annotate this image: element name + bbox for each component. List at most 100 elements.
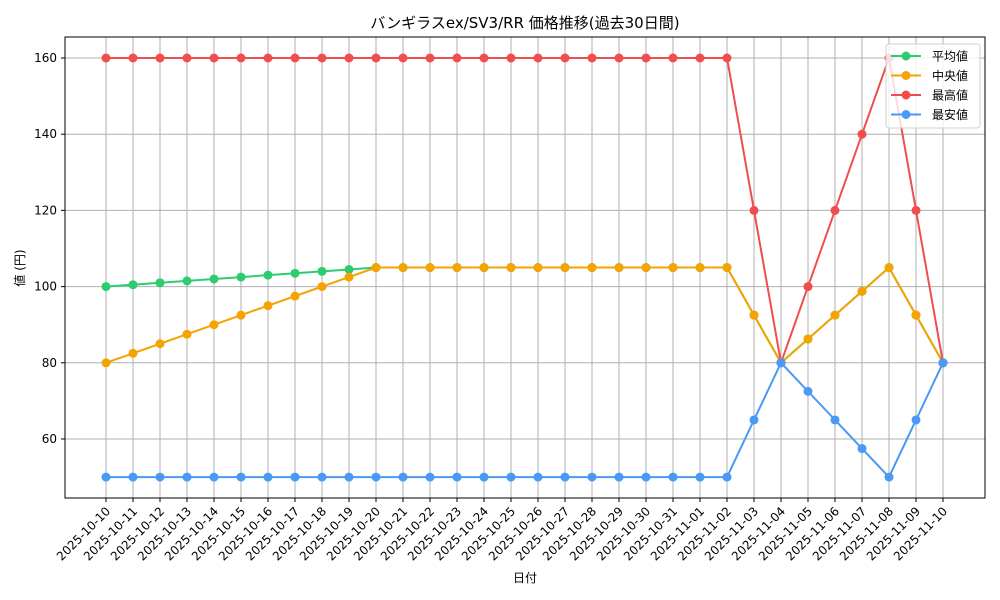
data-point — [857, 129, 867, 139]
legend-marker-icon — [901, 51, 911, 61]
data-point — [128, 472, 138, 482]
data-point — [614, 472, 624, 482]
data-point — [614, 53, 624, 63]
data-point — [479, 263, 489, 273]
data-point — [911, 205, 921, 215]
plot-frame — [64, 36, 986, 499]
data-point — [884, 263, 894, 273]
data-point — [614, 263, 624, 273]
data-point — [533, 472, 543, 482]
data-point — [803, 334, 813, 344]
data-point — [371, 263, 381, 273]
data-point — [587, 263, 597, 273]
y-axis: 60 80 100 120 140 160 — [34, 51, 65, 446]
data-point — [317, 53, 327, 63]
data-point — [290, 53, 300, 63]
data-point — [587, 53, 597, 63]
data-point — [506, 53, 516, 63]
data-point — [317, 282, 327, 292]
y-tick-label: 160 — [34, 51, 57, 65]
data-point — [641, 472, 651, 482]
y-tick-label: 60 — [42, 432, 57, 446]
data-point — [695, 263, 705, 273]
x-axis: 2025-10-102025-10-112025-10-122025-10-13… — [54, 498, 950, 563]
data-point — [155, 339, 165, 349]
legend-box — [885, 43, 981, 129]
data-point — [479, 472, 489, 482]
data-point — [263, 270, 273, 280]
data-point — [722, 53, 732, 63]
data-point — [560, 53, 570, 63]
data-point — [290, 291, 300, 301]
data-point — [668, 53, 678, 63]
data-point — [911, 310, 921, 320]
legend-marker-icon — [901, 110, 911, 119]
y-tick-label: 80 — [42, 356, 57, 370]
data-point — [803, 282, 813, 292]
series-line — [101, 53, 948, 368]
series-line — [101, 358, 948, 482]
data-point — [776, 358, 786, 368]
data-point — [101, 282, 111, 292]
data-point — [371, 472, 381, 482]
data-point — [236, 472, 246, 482]
data-point — [587, 472, 597, 482]
data-point — [344, 53, 354, 63]
data-point — [344, 472, 354, 482]
data-point — [884, 472, 894, 482]
data-point — [209, 274, 219, 284]
legend-item: 平均値 — [891, 49, 968, 64]
data-point — [263, 53, 273, 63]
data-point — [506, 472, 516, 482]
legend-label: 平均値 — [932, 49, 968, 64]
data-point — [506, 263, 516, 273]
data-point — [182, 276, 192, 286]
legend-marker-icon — [901, 71, 911, 80]
data-point — [911, 415, 921, 425]
legend-label: 最安値 — [932, 107, 968, 122]
data-point — [317, 472, 327, 482]
data-point — [830, 310, 840, 320]
data-point — [236, 310, 246, 320]
data-point — [749, 310, 759, 320]
data-point — [101, 53, 111, 63]
legend-item: 最高値 — [891, 88, 968, 103]
data-point — [452, 472, 462, 482]
legend-label: 中央値 — [932, 68, 968, 83]
data-point — [749, 205, 759, 215]
data-point — [533, 263, 543, 273]
data-point — [371, 53, 381, 63]
chart-title: バンギラスex/SV3/RR 価格推移(過去30日間) — [370, 14, 679, 32]
y-tick-label: 140 — [34, 127, 57, 141]
data-point — [479, 53, 489, 63]
data-point — [290, 268, 300, 278]
data-point — [830, 205, 840, 215]
y-axis-title: 値 (円) — [12, 249, 27, 286]
data-point — [263, 472, 273, 482]
data-point — [749, 415, 759, 425]
data-point — [263, 301, 273, 311]
data-point — [344, 264, 354, 274]
data-point — [155, 278, 165, 288]
data-point — [128, 53, 138, 63]
data-point — [452, 263, 462, 273]
data-point — [236, 53, 246, 63]
data-point — [533, 53, 543, 63]
data-point — [182, 329, 192, 339]
legend-item: 中央値 — [891, 68, 968, 83]
data-point — [209, 320, 219, 330]
data-point — [101, 472, 111, 482]
data-point — [182, 53, 192, 63]
data-point — [668, 472, 678, 482]
series-line — [101, 263, 948, 368]
data-point — [209, 53, 219, 63]
data-point — [155, 53, 165, 63]
data-point — [695, 472, 705, 482]
data-point — [182, 472, 192, 482]
data-point — [938, 358, 948, 368]
data-point — [398, 263, 408, 273]
legend-label: 最高値 — [932, 88, 968, 103]
data-point — [857, 444, 867, 454]
